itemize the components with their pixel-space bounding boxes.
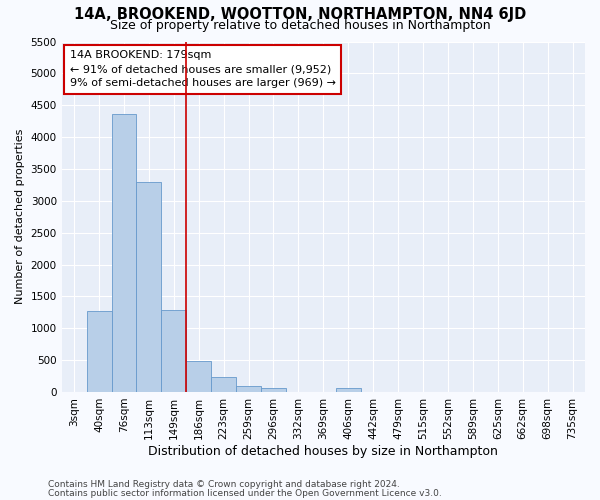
Bar [86, 311, 112, 392]
Text: 14A BROOKEND: 179sqm
← 91% of detached houses are smaller (9,952)
9% of semi-det: 14A BROOKEND: 179sqm ← 91% of detached h… [70, 50, 335, 88]
Bar [211, 376, 236, 392]
Bar [186, 360, 211, 392]
Bar [336, 388, 361, 392]
Text: Contains HM Land Registry data © Crown copyright and database right 2024.: Contains HM Land Registry data © Crown c… [48, 480, 400, 489]
Bar [261, 388, 286, 392]
Text: Size of property relative to detached houses in Northampton: Size of property relative to detached ho… [110, 19, 490, 32]
Bar [236, 386, 261, 392]
Text: Contains public sector information licensed under the Open Government Licence v3: Contains public sector information licen… [48, 488, 442, 498]
Y-axis label: Number of detached properties: Number of detached properties [15, 129, 25, 304]
Bar [112, 114, 136, 392]
Bar [161, 310, 186, 392]
X-axis label: Distribution of detached houses by size in Northampton: Distribution of detached houses by size … [148, 444, 498, 458]
Text: 14A, BROOKEND, WOOTTON, NORTHAMPTON, NN4 6JD: 14A, BROOKEND, WOOTTON, NORTHAMPTON, NN4… [74, 8, 526, 22]
Bar [136, 182, 161, 392]
